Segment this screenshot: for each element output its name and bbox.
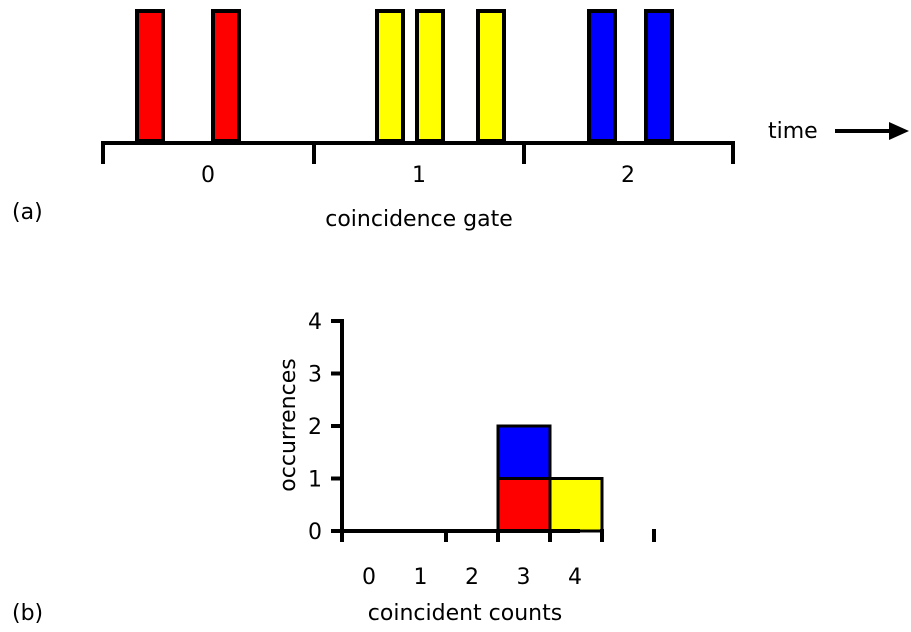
axis-ticks: 0 1 2 3 4 0 1 2 3 4 [308,310,656,590]
pulse-blue [587,9,617,143]
y-tick-label: 4 [308,310,322,335]
panel-label-a: (a) [12,200,43,225]
panel-b: 0 1 2 3 4 0 1 2 3 4 coincident counts occurrences… [12,310,656,626]
pulse-yellow [375,9,405,143]
x-tick-label: 3 [517,565,531,590]
x-tick-label: 2 [465,565,479,590]
y-tick-label: 1 [308,468,322,493]
y-axis-label-occurrences: occurrences [276,358,301,491]
bar-yellow-count-3 [548,477,604,533]
y-tick-label: 0 [308,520,322,545]
gate-label-0: 0 [201,163,215,188]
bar-blue-count-2 [496,424,552,480]
arrow-right-icon [889,122,909,140]
pulse-yellow [476,9,506,143]
gate-label-2: 2 [621,163,635,188]
y-tick-label: 3 [308,363,322,388]
time-label: time [768,119,818,144]
pulse-group [135,9,674,143]
panel-a: 0 1 2 coincidence gate (a) time [12,9,909,232]
panel-label-b: (b) [12,601,43,626]
gate-label-1: 1 [412,163,426,188]
x-axis-label-coincident-counts: coincident counts [368,601,562,626]
histogram-bars [496,424,604,533]
y-tick-label: 2 [308,415,322,440]
x-axis-label-coincidence-gate: coincidence gate [325,207,513,232]
bar-red-count-2 [496,477,552,533]
x-tick-label: 1 [414,565,428,590]
x-tick-label: 0 [362,565,376,590]
pulse-yellow [415,9,445,143]
pulse-red [135,9,165,143]
pulse-red [211,9,241,143]
pulse-blue [644,9,674,143]
x-tick-label: 4 [568,565,582,590]
